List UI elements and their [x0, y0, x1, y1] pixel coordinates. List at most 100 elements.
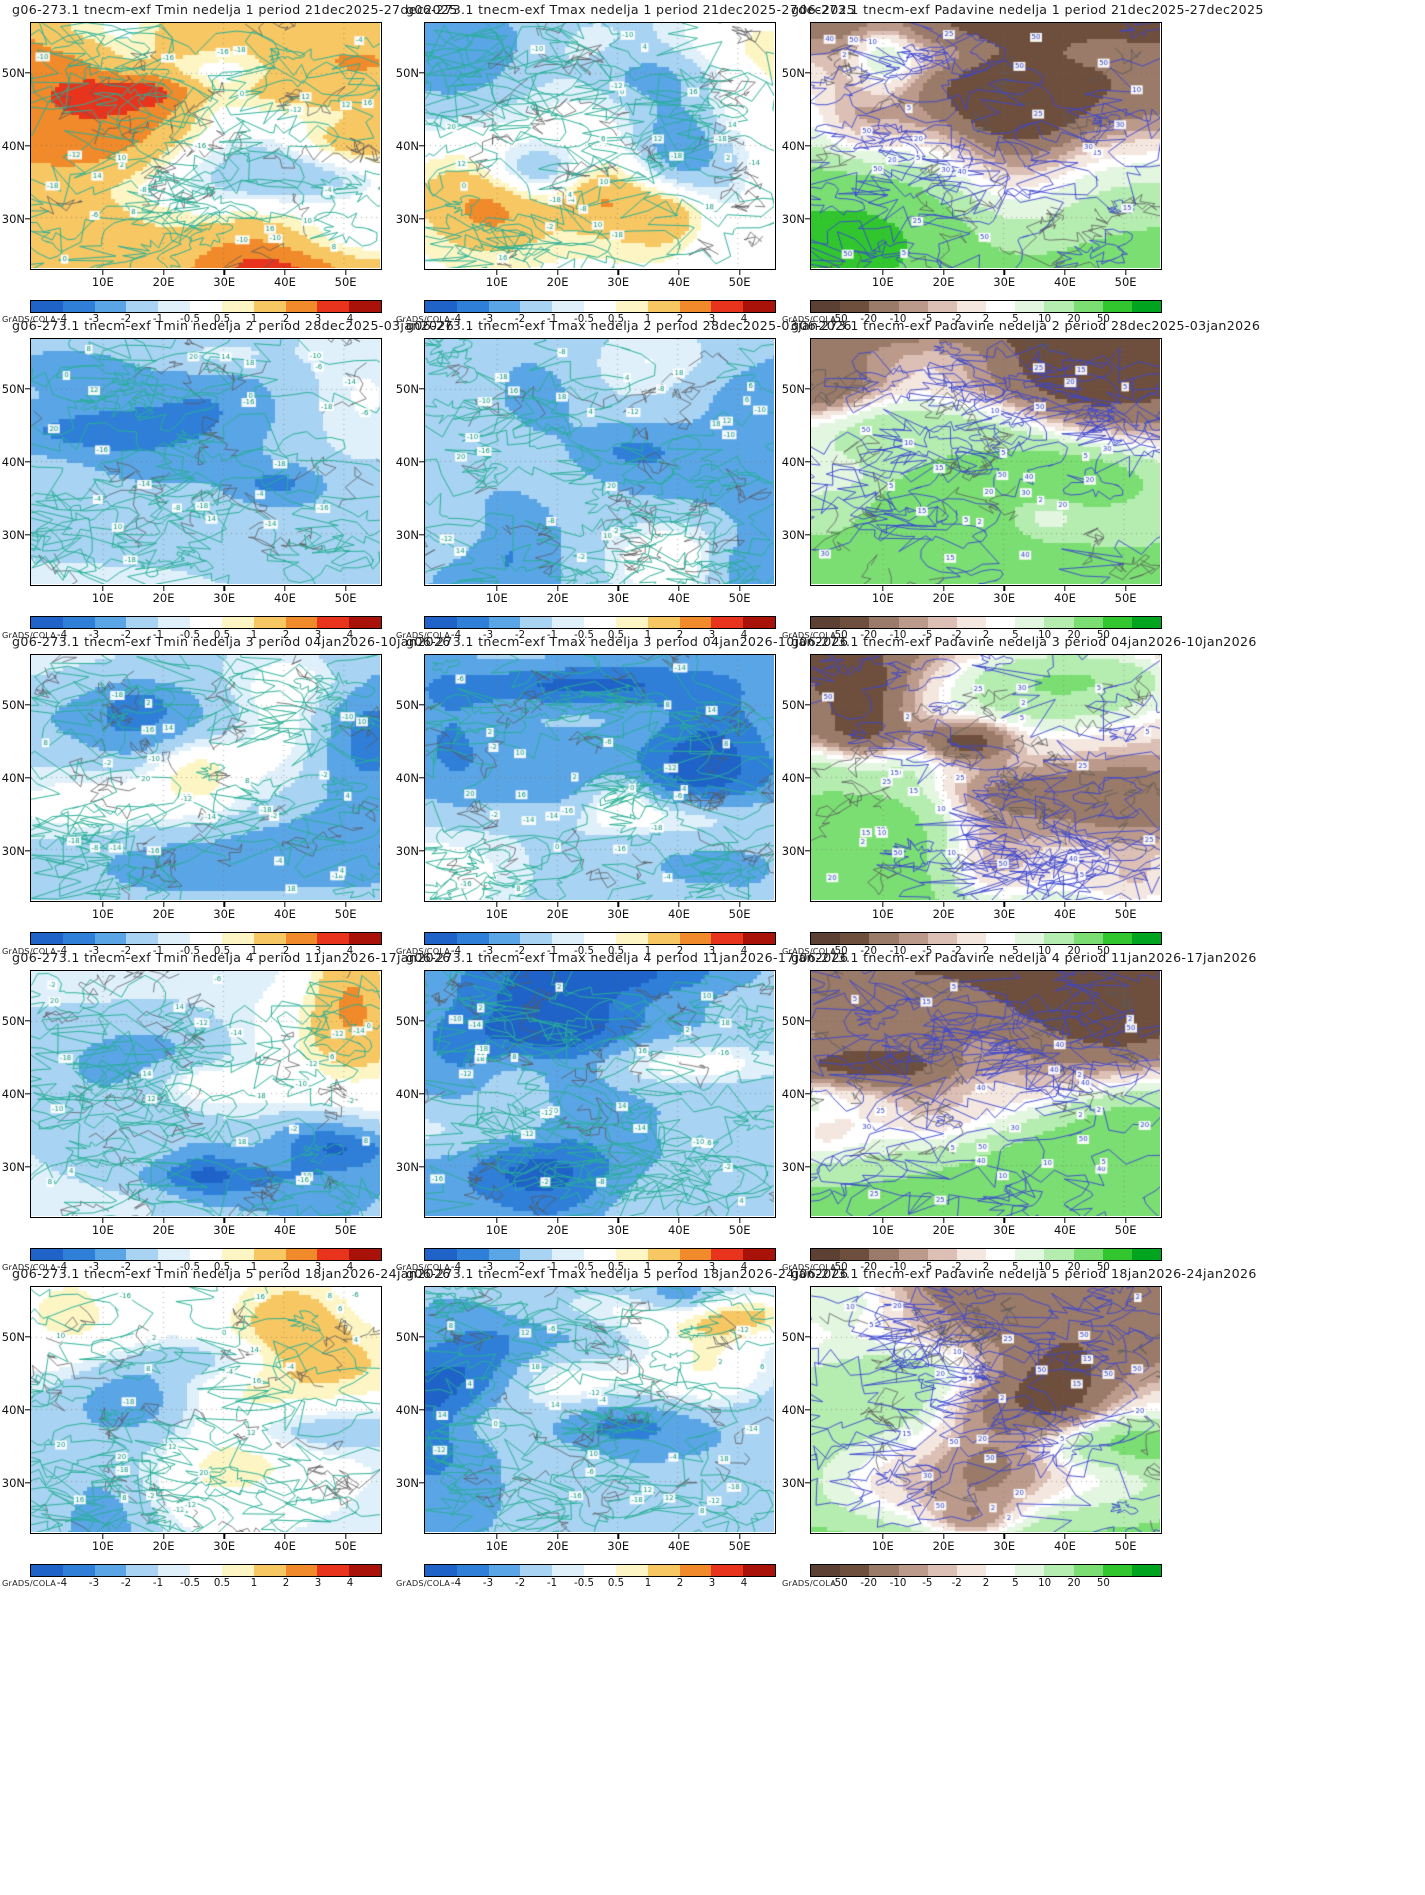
colorbar-swatch	[898, 1249, 928, 1260]
colorbar-tick-label: -20	[860, 1578, 877, 1589]
lat-tick-label: 50N	[395, 1014, 419, 1029]
map-area: 50N 40N 30N 10E 20E 30E 40E 50E	[396, 654, 776, 921]
colorbar-tick-label: -4	[56, 1262, 68, 1273]
colorbar-swatch	[285, 933, 318, 944]
lat-tick-mark	[419, 218, 424, 220]
colorbar-swatch	[927, 1249, 957, 1260]
lat-tick-label: 30N	[395, 211, 419, 226]
lat-tick-label: 50N	[395, 382, 419, 397]
lon-tick-label: 40E	[273, 1539, 296, 1553]
colorbar-tick-label: -4	[56, 314, 68, 325]
colorbar-swatch	[317, 933, 350, 944]
colorbar-swatch	[94, 617, 127, 628]
colorbar-tick-label: -0.5	[180, 946, 200, 957]
lon-tick-mark	[556, 586, 559, 591]
lon-tick-label: 50E	[1114, 1223, 1137, 1237]
colorbar-tick-label: 1	[250, 1262, 258, 1273]
colorbar-tick-label: 3	[314, 630, 322, 641]
colorbar-swatches	[30, 616, 382, 629]
colorbar-swatch	[898, 617, 928, 628]
colorbar-tick-label: 0.5	[213, 630, 231, 641]
map-canvas-frame	[424, 1286, 776, 1534]
colorbar-tick-label: 20	[1067, 1262, 1081, 1273]
colorbar-tick-labels: -4 -3 -2 -1 -0.5 0.5 1 2 3 4	[30, 314, 382, 328]
colorbar-swatch	[190, 1565, 222, 1576]
colorbar-swatch	[615, 1565, 648, 1576]
lon-tick-mark	[738, 902, 741, 907]
lat-tick-mark	[805, 461, 810, 463]
colorbar-tick-label: -2	[514, 1578, 526, 1589]
lon-tick-mark	[344, 1534, 347, 1539]
colorbar-tick-label: 2	[982, 314, 990, 325]
colorbar-swatch	[743, 1249, 775, 1260]
colorbar-tick-label: -5	[922, 314, 933, 325]
lon-tick-label: 10E	[485, 591, 508, 605]
colorbar-tick-label: 50	[1096, 314, 1110, 325]
colorbar-tick-label: -0.5	[180, 314, 200, 325]
lon-tick-mark	[223, 902, 225, 907]
anomaly-field-canvas	[31, 971, 380, 1216]
colorbar-tick-label: -3	[88, 1578, 100, 1589]
lon-tick-mark	[223, 1534, 225, 1539]
colorbar-tick-label: 10	[1038, 314, 1052, 325]
colorbar-tick-label: 2	[282, 1262, 290, 1273]
colorbar-tick-label: 1	[644, 314, 652, 325]
lon-tick-label: 50E	[1114, 591, 1137, 605]
lon-tick-mark	[223, 1218, 225, 1223]
colorbar-swatch	[1073, 1565, 1103, 1576]
colorbar-swatch	[711, 1565, 744, 1576]
colorbar-tick-labels: -4 -3 -2 -1 -0.5 0.5 1 2 3 4	[424, 1262, 776, 1276]
lon-tick-mark	[617, 1534, 619, 1539]
lon-tick-mark	[162, 1534, 165, 1539]
colorbar-tick-label: -4	[56, 946, 68, 957]
lon-tick-label: 10E	[91, 591, 114, 605]
colorbar-tick-labels: -4 -3 -2 -1 -0.5 0.5 1 2 3 4	[424, 1578, 776, 1592]
colorbar-tick-label: 2	[282, 314, 290, 325]
colorbar-tick-label: -20	[860, 946, 877, 957]
colorbar-swatch	[221, 617, 254, 628]
colorbar-temperature: -4 -3 -2 -1 -0.5 0.5 1 2 3 4 GrADS/COLA	[2, 1248, 382, 1276]
grads-cola-credit: GrADS/COLA	[782, 314, 837, 324]
colorbar-tick-label: 2	[676, 630, 684, 641]
colorbar-swatch	[1015, 1249, 1045, 1260]
lat-tick-label: 50N	[1, 1014, 25, 1029]
colorbar-tick-label: -10	[889, 314, 907, 325]
lat-tick-label: 40N	[1, 771, 25, 785]
lon-tick-mark	[162, 270, 165, 275]
colorbar-tick-labels: -4 -3 -2 -1 -0.5 0.5 1 2 3 4	[30, 630, 382, 644]
lon-tick-mark	[1124, 1218, 1127, 1223]
colorbar-tick-label: 1	[250, 630, 258, 641]
colorbar-swatch	[126, 1249, 159, 1260]
lon-tick-mark	[678, 586, 680, 591]
anomaly-field-canvas	[425, 971, 774, 1216]
lat-tick-label: 50N	[1, 382, 25, 397]
panel-title: g06-273.1 tnecm-exf Padavine nedelja 4 p…	[791, 950, 1257, 965]
lat-tick-mark	[805, 388, 810, 390]
colorbar-swatches	[424, 932, 776, 945]
lat-tick-mark	[419, 534, 424, 536]
lon-tick-label: 30E	[993, 275, 1016, 289]
lon-tick-label: 30E	[607, 907, 630, 921]
colorbar-swatch	[456, 1249, 489, 1260]
grads-cola-credit: GrADS/COLA	[396, 1578, 451, 1588]
colorbar-swatch	[349, 617, 381, 628]
forecast-panel-r5c2: g06-273.1 tnecm-exf Tmax nedelja 5 perio…	[394, 1264, 848, 1643]
lon-tick-mark	[1003, 1534, 1005, 1539]
colorbar-tick-label: 2	[982, 1262, 990, 1273]
colorbar-tick-labels: -4 -3 -2 -1 -0.5 0.5 1 2 3 4	[30, 1262, 382, 1276]
colorbar-swatch	[349, 933, 381, 944]
lon-tick-mark	[882, 1534, 884, 1539]
colorbar-tick-label: 5	[1012, 1262, 1019, 1273]
lon-tick-mark	[102, 1534, 104, 1539]
colorbar-swatch	[552, 617, 585, 628]
colorbar-tick-label: 4	[346, 1578, 354, 1589]
colorbar-swatch	[456, 617, 489, 628]
lat-tick-label: 30N	[781, 1475, 805, 1490]
colorbar-swatch	[190, 617, 222, 628]
lon-tick-mark	[1064, 270, 1066, 275]
map-canvas-frame	[30, 338, 382, 586]
lon-tick-mark	[738, 586, 741, 591]
lon-tick-mark	[1064, 902, 1066, 907]
colorbar-swatch	[1073, 617, 1103, 628]
colorbar-swatch	[956, 617, 987, 628]
